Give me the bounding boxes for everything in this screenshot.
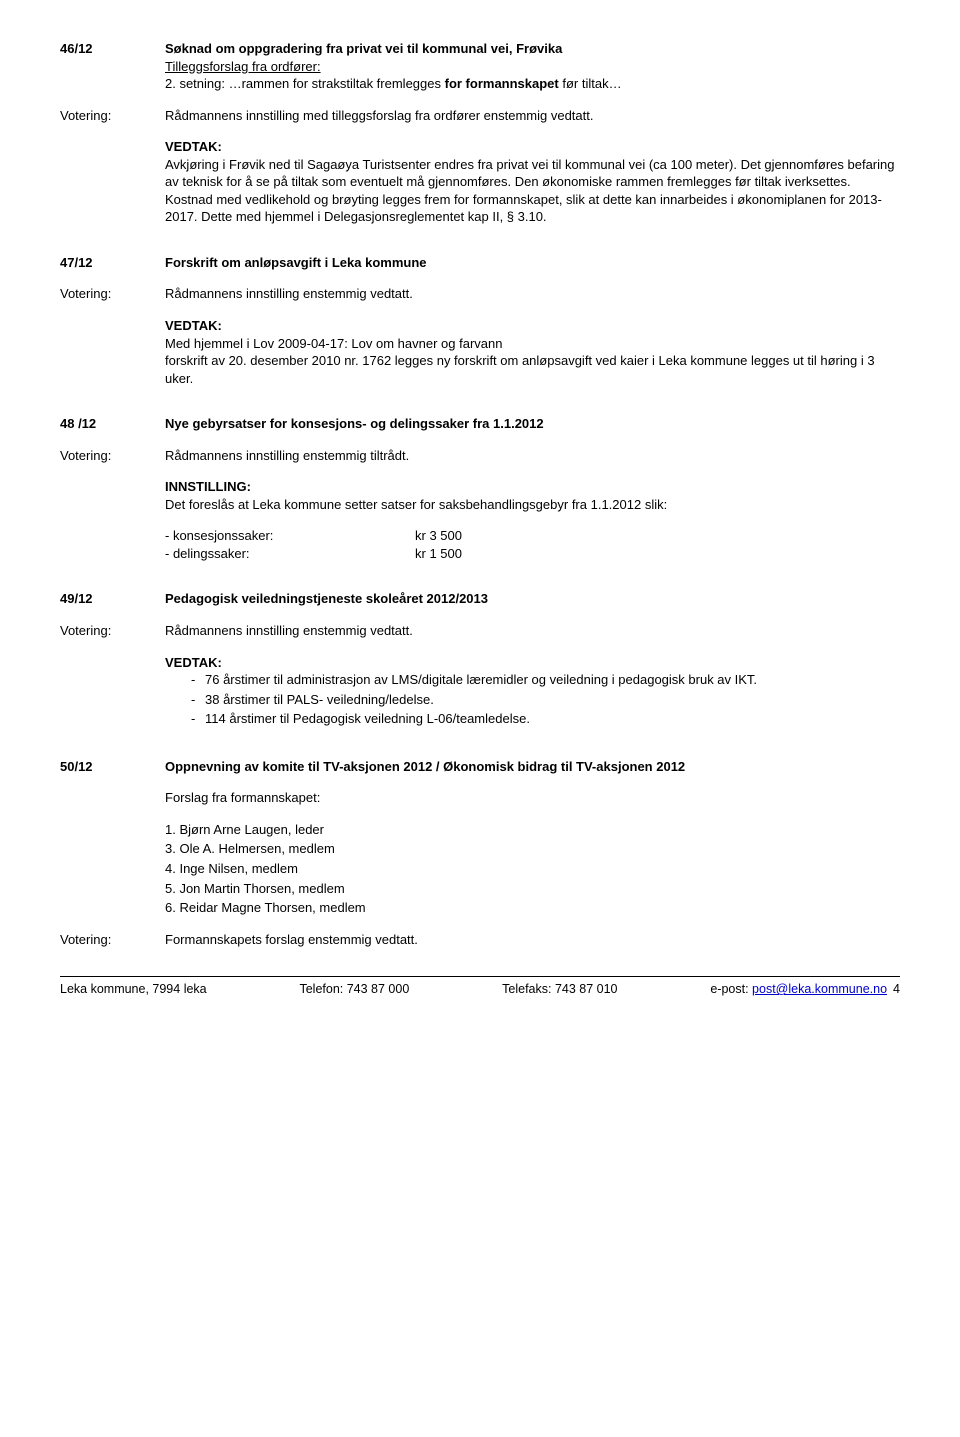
votering-label: Votering: <box>60 447 165 563</box>
votering-label: Votering: <box>60 107 165 226</box>
votering-text: Rådmannens innstilling enstemmig vedtatt… <box>165 622 900 640</box>
member: 3. Ole A. Helmersen, medlem <box>165 840 900 858</box>
member: 6. Reidar Magne Thorsen, medlem <box>165 899 900 917</box>
dash-icon: - <box>191 691 205 709</box>
votering-text: Rådmannens innstilling med tilleggsforsl… <box>165 107 900 125</box>
innstilling-text: Det foreslås at Leka kommune setter sats… <box>165 496 900 514</box>
case-50: 50/12 Oppnevning av komite til TV-aksjon… <box>60 758 900 948</box>
vedtak-line2: forskrift av 20. desember 2010 nr. 1762 … <box>165 352 900 387</box>
setning-text: 2. setning: …rammen for strakstiltak fre… <box>165 75 900 93</box>
forslag-label: Forslag fra formannskapet: <box>165 789 900 807</box>
vedtak-label: VEDTAK: <box>165 654 900 672</box>
case-number: 49/12 <box>60 590 165 608</box>
footer-rule <box>60 976 900 977</box>
footer-email-link[interactable]: post@leka.kommune.no <box>752 982 887 996</box>
case-title: Søknad om oppgradering fra privat vei ti… <box>165 40 900 58</box>
case-title: Forskrift om anløpsavgift i Leka kommune <box>165 254 900 272</box>
page-number: 4 <box>893 982 900 996</box>
votering-text: Rådmannens innstilling enstemmig vedtatt… <box>165 285 900 303</box>
case-46: 46/12 Søknad om oppgradering fra privat … <box>60 40 900 226</box>
case-48: 48 /12 Nye gebyrsatser for konsesjons- o… <box>60 415 900 562</box>
setning-post: før tiltak… <box>559 76 622 91</box>
case-number: 46/12 <box>60 40 165 93</box>
fee-label: - konsesjonssaker: <box>165 527 415 545</box>
member: 1. Bjørn Arne Laugen, leder <box>165 821 900 839</box>
case-number: 50/12 <box>60 758 165 776</box>
case-49: 49/12 Pedagogisk veiledningstjeneste sko… <box>60 590 900 729</box>
setning-pre: 2. setning: …rammen for strakstiltak fre… <box>165 76 445 91</box>
votering-label: Votering: <box>60 285 165 387</box>
member: 4. Inge Nilsen, medlem <box>165 860 900 878</box>
bullet-text: 38 årstimer til PALS- veiledning/ledelse… <box>205 691 434 709</box>
fee-value: kr 3 500 <box>415 527 502 545</box>
footer-email: e-post: post@leka.kommune.no 4 <box>710 981 900 998</box>
fee-table: - konsesjonssaker: kr 3 500 - delingssak… <box>165 527 502 562</box>
vedtak-label: VEDTAK: <box>165 138 900 156</box>
votering-text: Rådmannens innstilling enstemmig tiltråd… <box>165 447 900 465</box>
bullet-text: 114 årstimer til Pedagogisk veiledning L… <box>205 710 530 728</box>
tillegg-label: Tilleggsforslag fra ordfører: <box>165 58 900 76</box>
dash-icon: - <box>191 710 205 728</box>
page-footer: Leka kommune, 7994 leka Telefon: 743 87 … <box>60 981 900 998</box>
case-number: 48 /12 <box>60 415 165 433</box>
fee-value: kr 1 500 <box>415 545 502 563</box>
footer-fax: Telefaks: 743 87 010 <box>502 981 617 998</box>
footer-email-label: e-post: <box>710 982 752 996</box>
member-list: 1. Bjørn Arne Laugen, leder 3. Ole A. He… <box>165 821 900 917</box>
innstilling-label: INNSTILLING: <box>165 478 900 496</box>
case-title: Nye gebyrsatser for konsesjons- og delin… <box>165 415 900 433</box>
case-number: 47/12 <box>60 254 165 272</box>
member: 5. Jon Martin Thorsen, medlem <box>165 880 900 898</box>
footer-org: Leka kommune, 7994 leka <box>60 981 207 998</box>
fee-label: - delingssaker: <box>165 545 415 563</box>
vedtak-label: VEDTAK: <box>165 317 900 335</box>
votering-label: Votering: <box>60 622 165 730</box>
votering-label: Votering: <box>60 931 165 949</box>
case-title: Oppnevning av komite til TV-aksjonen 201… <box>165 758 900 776</box>
case-47: 47/12 Forskrift om anløpsavgift i Leka k… <box>60 254 900 387</box>
footer-phone: Telefon: 743 87 000 <box>299 981 409 998</box>
vedtak-line1: Med hjemmel i Lov 2009-04-17: Lov om hav… <box>165 335 900 353</box>
vedtak-text: Avkjøring i Frøvik ned til Sagaøya Turis… <box>165 156 900 226</box>
votering-text: Formannskapets forslag enstemmig vedtatt… <box>165 931 900 949</box>
setning-bold: for formannskapet <box>445 76 559 91</box>
case-title: Pedagogisk veiledningstjeneste skoleåret… <box>165 590 900 608</box>
vedtak-bullets: -76 årstimer til administrasjon av LMS/d… <box>165 671 900 728</box>
bullet-text: 76 årstimer til administrasjon av LMS/di… <box>205 671 757 689</box>
dash-icon: - <box>191 671 205 689</box>
